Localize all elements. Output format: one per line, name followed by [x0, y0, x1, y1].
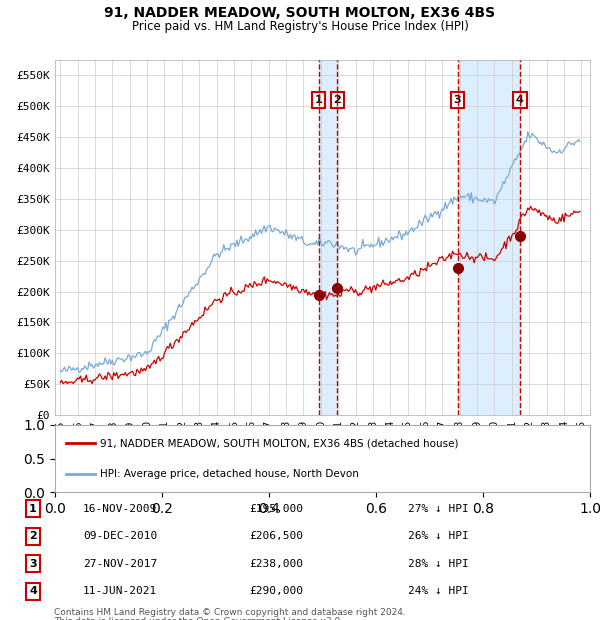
Text: 91, NADDER MEADOW, SOUTH MOLTON, EX36 4BS: 91, NADDER MEADOW, SOUTH MOLTON, EX36 4B… — [104, 6, 496, 20]
Text: 27-NOV-2017: 27-NOV-2017 — [83, 559, 157, 569]
Text: HPI: Average price, detached house, North Devon: HPI: Average price, detached house, Nort… — [100, 469, 359, 479]
Text: 1: 1 — [29, 503, 37, 514]
Text: 28% ↓ HPI: 28% ↓ HPI — [407, 559, 469, 569]
Text: £238,000: £238,000 — [249, 559, 303, 569]
Text: 91, NADDER MEADOW, SOUTH MOLTON, EX36 4BS (detached house): 91, NADDER MEADOW, SOUTH MOLTON, EX36 4B… — [100, 438, 459, 448]
Text: 24% ↓ HPI: 24% ↓ HPI — [407, 587, 469, 596]
Text: £206,500: £206,500 — [249, 531, 303, 541]
Text: 4: 4 — [29, 587, 37, 596]
Text: 16-NOV-2009: 16-NOV-2009 — [83, 503, 157, 514]
Text: 3: 3 — [454, 95, 461, 105]
Text: 4: 4 — [516, 95, 524, 105]
Text: 1: 1 — [315, 95, 322, 105]
Bar — [458, 60, 520, 415]
Text: 11-JUN-2021: 11-JUN-2021 — [83, 587, 157, 596]
Text: 3: 3 — [29, 559, 37, 569]
Text: Contains HM Land Registry data © Crown copyright and database right 2024.: Contains HM Land Registry data © Crown c… — [54, 608, 406, 617]
Text: 2: 2 — [334, 95, 341, 105]
Text: 2: 2 — [29, 531, 37, 541]
Text: 26% ↓ HPI: 26% ↓ HPI — [407, 531, 469, 541]
Text: £195,000: £195,000 — [249, 503, 303, 514]
Text: 09-DEC-2010: 09-DEC-2010 — [83, 531, 157, 541]
Bar — [319, 60, 337, 415]
Text: £290,000: £290,000 — [249, 587, 303, 596]
Text: Price paid vs. HM Land Registry's House Price Index (HPI): Price paid vs. HM Land Registry's House … — [131, 20, 469, 33]
Text: 27% ↓ HPI: 27% ↓ HPI — [407, 503, 469, 514]
Text: This data is licensed under the Open Government Licence v3.0.: This data is licensed under the Open Gov… — [54, 617, 343, 620]
